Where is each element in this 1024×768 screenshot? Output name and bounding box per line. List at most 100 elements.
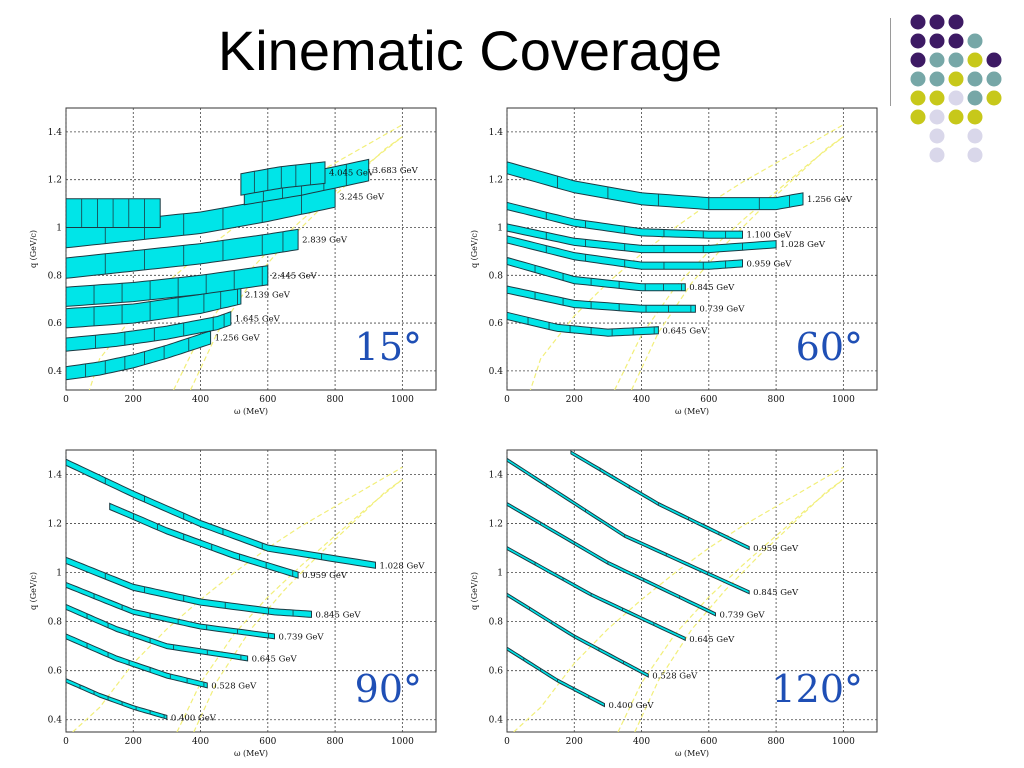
x-tick-label: 1000 xyxy=(832,737,855,747)
qe-line xyxy=(634,478,844,732)
decor-dot xyxy=(929,147,945,163)
kinematic-band xyxy=(66,284,242,329)
x-tick-label: 1000 xyxy=(391,737,414,747)
y-axis-label: q (GeV/c) xyxy=(29,572,38,610)
kinematic-band xyxy=(507,161,804,211)
angle-label: 15° xyxy=(355,325,422,369)
x-tick-label: 600 xyxy=(259,395,276,405)
x-tick-label: 0 xyxy=(504,737,510,747)
y-tick-label: 1 xyxy=(56,223,62,233)
kinematic-band xyxy=(109,502,299,579)
band-label: 2.445 GeV xyxy=(272,271,318,281)
band-label: 0.845 GeV xyxy=(753,588,799,598)
decor-dot xyxy=(986,52,1002,68)
y-tick-label: 1.2 xyxy=(489,176,503,186)
band-label: 0.845 GeV xyxy=(689,283,735,293)
x-tick-label: 800 xyxy=(326,737,343,747)
x-tick-label: 1000 xyxy=(832,395,855,405)
kinematic-band xyxy=(66,330,212,381)
band-label: 1.256 GeV xyxy=(215,333,261,343)
x-tick-label: 600 xyxy=(700,395,717,405)
y-tick-label: 0.4 xyxy=(489,716,504,726)
band-label: 1.645 GeV xyxy=(235,314,281,324)
kinematic-band xyxy=(66,603,249,662)
qe-line xyxy=(72,466,403,732)
band-label: 0.528 GeV xyxy=(211,681,257,691)
decor-dot xyxy=(948,33,964,49)
decor-dot xyxy=(910,33,926,49)
decor-dot xyxy=(910,109,926,125)
x-tick-label: 800 xyxy=(326,395,343,405)
plot-frame xyxy=(65,449,437,733)
decor-dot xyxy=(967,71,983,87)
y-tick-label: 1 xyxy=(497,569,503,579)
kinematic-band xyxy=(507,311,659,337)
decor-dot xyxy=(967,90,983,106)
band-label: 3.245 GeV xyxy=(339,192,385,202)
y-tick-label: 0.8 xyxy=(48,618,63,628)
y-tick-label: 1.4 xyxy=(48,128,63,138)
x-tick-label: 400 xyxy=(633,395,650,405)
decor-dot xyxy=(967,33,983,49)
decor-dot xyxy=(986,71,1002,87)
y-tick-label: 1.2 xyxy=(48,176,62,186)
y-tick-label: 1.4 xyxy=(48,471,63,481)
angle-label: 90° xyxy=(355,667,422,711)
kinematic-band xyxy=(66,228,299,279)
decor-dot xyxy=(929,109,945,125)
band-label: 0.645 GeV xyxy=(252,654,298,664)
y-tick-label: 1 xyxy=(497,223,503,233)
y-tick-label: 0.4 xyxy=(48,367,63,377)
band-label: 1.256 GeV xyxy=(807,195,853,205)
y-tick-label: 0.4 xyxy=(48,716,63,726)
decor-dot xyxy=(948,109,964,125)
band-label: 0.400 GeV xyxy=(171,713,217,723)
x-tick-label: 200 xyxy=(566,737,583,747)
kinematic-band xyxy=(66,678,168,720)
decor-dot xyxy=(910,71,926,87)
band-label: 0.645 GeV xyxy=(662,326,708,336)
x-axis-label: ω (MeV) xyxy=(234,749,268,758)
y-tick-label: 0.6 xyxy=(489,319,504,329)
decor-dot xyxy=(929,71,945,87)
kinematic-band xyxy=(507,501,716,617)
kinematic-band xyxy=(66,633,208,689)
decor-dot xyxy=(948,71,964,87)
kinematic-band xyxy=(66,556,312,618)
y-tick-label: 1.2 xyxy=(48,520,62,530)
decor-dot xyxy=(967,147,983,163)
y-axis-label: q (GeV/c) xyxy=(470,230,479,268)
decor-dot xyxy=(929,90,945,106)
kinematic-band xyxy=(66,265,269,307)
x-tick-label: 600 xyxy=(700,737,717,747)
band-label: 0.528 GeV xyxy=(652,672,698,682)
band-label: 0.400 GeV xyxy=(609,701,655,711)
decor-dot xyxy=(910,90,926,106)
band-label: 2.839 GeV xyxy=(302,235,348,245)
band-label: 0.739 GeV xyxy=(279,632,325,642)
x-tick-label: 0 xyxy=(504,395,510,405)
qe-line xyxy=(513,466,844,732)
kinematic-band xyxy=(507,646,605,708)
kinematic-band xyxy=(507,285,696,313)
kinematic-band xyxy=(507,457,750,595)
qe-line xyxy=(529,124,844,390)
decor-dot xyxy=(929,128,945,144)
qe-line xyxy=(630,136,844,390)
kinematic-band xyxy=(507,546,686,642)
band-label: 4.045 GeV xyxy=(329,169,375,179)
y-tick-label: 0.4 xyxy=(489,367,504,377)
x-tick-label: 800 xyxy=(767,395,784,405)
x-axis-label: ω (MeV) xyxy=(675,749,709,758)
band-label: 1.100 GeV xyxy=(746,231,792,241)
decor-dot xyxy=(948,90,964,106)
decor-dot xyxy=(986,90,1002,106)
x-tick-label: 600 xyxy=(259,737,276,747)
y-tick-label: 0.8 xyxy=(489,271,504,281)
band-label: 0.959 GeV xyxy=(753,544,799,554)
kinematic-band xyxy=(507,256,686,292)
decor-dot xyxy=(910,14,926,30)
kinematic-band xyxy=(240,161,326,196)
kinematic-band xyxy=(570,450,750,551)
x-axis-label: ω (MeV) xyxy=(234,407,268,416)
